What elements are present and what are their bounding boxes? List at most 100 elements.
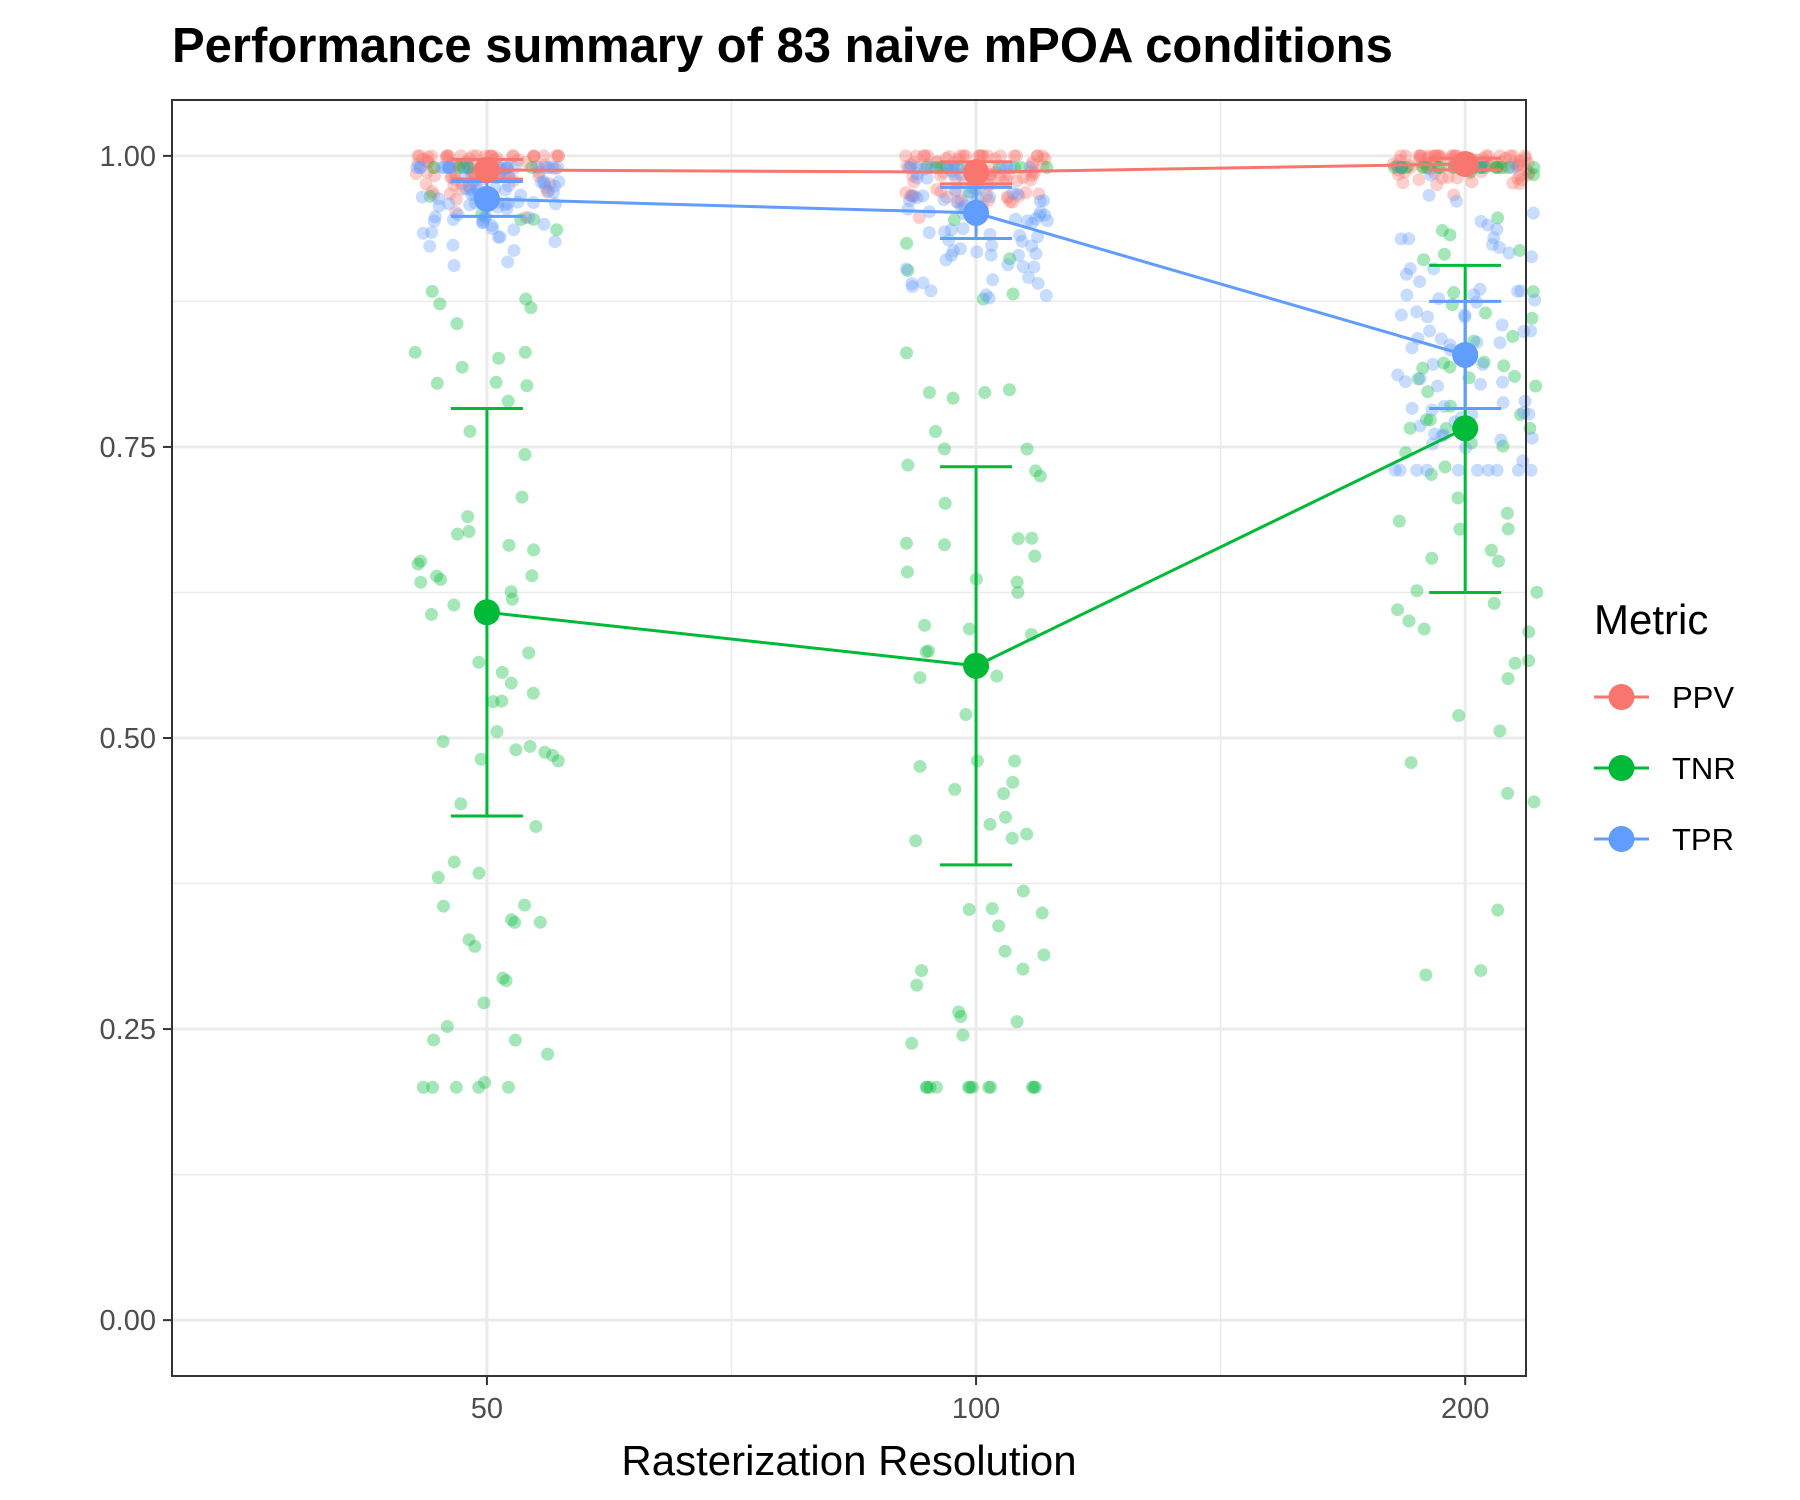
data-point-ppv — [1511, 158, 1525, 172]
data-point-tnr — [1421, 385, 1435, 399]
data-point-tnr — [478, 1076, 492, 1090]
data-point-tpr — [1495, 318, 1509, 332]
data-point-tnr — [1006, 775, 1020, 789]
data-point-tnr — [504, 676, 518, 690]
data-point-tpr — [501, 255, 515, 269]
data-point-tnr — [508, 915, 522, 929]
data-point-tpr — [1514, 284, 1528, 298]
data-point-tnr — [1016, 884, 1030, 898]
data-point-tpr — [507, 243, 521, 257]
data-point-ppv — [1506, 176, 1520, 190]
data-point-tpr — [1496, 396, 1510, 410]
data-point-ppv — [949, 171, 963, 185]
data-point-tnr — [992, 919, 1006, 933]
data-point-tnr — [1500, 506, 1514, 520]
data-point-tnr — [1392, 514, 1406, 528]
data-point-tnr — [1439, 422, 1453, 436]
data-point-tnr — [450, 317, 464, 331]
data-point-tpr — [903, 194, 917, 208]
data-point-ppv — [917, 149, 931, 163]
data-point-tnr — [976, 292, 990, 306]
data-point-tpr — [428, 210, 442, 224]
data-point-tnr — [495, 694, 509, 708]
data-point-tpr — [546, 185, 560, 199]
y-tick-label: 0.50 — [100, 723, 156, 755]
data-point-ppv — [1412, 173, 1426, 187]
data-point-tpr — [498, 183, 512, 197]
data-point-tpr — [946, 244, 960, 258]
data-point-ppv — [526, 149, 540, 163]
data-point-ppv — [1421, 151, 1435, 165]
data-point-tpr — [507, 223, 521, 237]
data-point-tpr — [1388, 463, 1402, 477]
data-point-tpr — [1528, 293, 1542, 307]
data-point-ppv — [543, 177, 557, 191]
data-point-ppv — [1012, 189, 1026, 203]
data-point-tnr — [1025, 1080, 1039, 1094]
grid — [172, 100, 1526, 1376]
data-point-tnr — [433, 572, 447, 586]
data-point-tnr — [468, 939, 482, 953]
data-point-tnr — [1492, 554, 1506, 568]
data-point-ppv — [1009, 149, 1023, 163]
data-point-ppv — [1513, 168, 1527, 182]
data-point-ppv — [959, 149, 973, 163]
data-point-ppv — [1038, 152, 1052, 166]
data-point-tnr — [486, 695, 500, 709]
data-point-tnr — [447, 598, 461, 612]
data-point-tpr — [1029, 247, 1043, 261]
data-point-tnr — [1010, 575, 1024, 589]
data-point-ppv — [1399, 149, 1413, 163]
data-point-ppv — [411, 149, 425, 163]
data-point-ppv — [954, 193, 968, 207]
data-point-tpr — [1487, 231, 1501, 245]
data-point-tpr — [1437, 400, 1451, 414]
data-point-tpr — [950, 195, 964, 209]
data-point-tnr — [489, 375, 503, 389]
data-point-ppv — [993, 149, 1007, 163]
data-point-ppv — [920, 157, 934, 171]
data-point-tnr — [1527, 795, 1541, 809]
data-point-tpr — [953, 242, 967, 256]
data-point-ppv — [439, 151, 453, 165]
data-point-tnr — [1474, 964, 1488, 978]
data-point-ppv — [1513, 154, 1527, 168]
data-point-tpr — [1393, 161, 1407, 175]
data-point-ppv — [548, 162, 562, 176]
data-point-ppv — [416, 152, 430, 166]
data-point-tnr — [1491, 211, 1505, 225]
data-point-tpr — [485, 222, 499, 236]
data-point-ppv — [1508, 156, 1522, 170]
data-point-tnr — [1416, 361, 1430, 375]
data-point-ppv — [912, 210, 926, 224]
data-point-tnr — [1423, 413, 1437, 427]
data-point-ppv — [981, 149, 995, 163]
data-point-tpr — [432, 192, 446, 206]
data-point-tpr — [983, 190, 997, 204]
data-point-tnr — [946, 391, 960, 405]
data-point-tpr — [1410, 305, 1424, 319]
data-point-tnr — [426, 1080, 440, 1094]
data-point-ppv — [1032, 187, 1046, 201]
data-point-ppv — [443, 187, 457, 201]
y-axis: 0.00 0.25 0.50 0.75 1.00 — [100, 141, 172, 1337]
data-point-tpr — [443, 161, 457, 175]
data-point-ppv — [976, 149, 990, 163]
data-point-ppv — [519, 211, 533, 225]
data-point-tnr — [495, 665, 509, 679]
data-point-ppv — [953, 149, 967, 163]
data-point-tnr — [1402, 614, 1416, 628]
data-point-tnr — [962, 622, 976, 636]
data-point-ppv — [957, 149, 971, 163]
data-point-tnr — [963, 1080, 977, 1094]
data-point-tpr — [459, 182, 473, 196]
data-point-ppv — [541, 185, 555, 199]
data-point-tpr — [1493, 336, 1507, 350]
data-point-tnr — [505, 592, 519, 606]
data-point-tpr — [441, 161, 455, 175]
data-point-tpr — [416, 226, 430, 240]
data-point-tpr — [979, 288, 993, 302]
legend: Metric PPV TNR TPR — [1594, 596, 1736, 857]
data-point-tnr — [509, 743, 523, 757]
data-point-tpr — [1040, 214, 1054, 228]
